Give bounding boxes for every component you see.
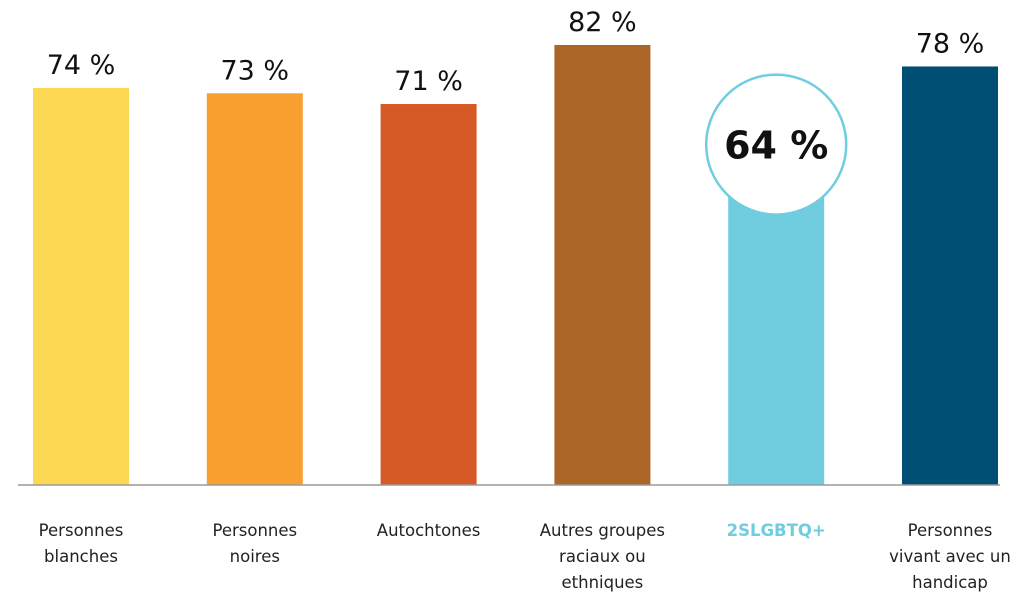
highlight-circle (704, 73, 848, 216)
category-label: Autochtones (376, 521, 481, 540)
value-label: 64 % (724, 124, 828, 168)
bar (902, 66, 998, 486)
category-label: 2SLGBTQ+ (726, 521, 826, 540)
bar (206, 93, 303, 485)
bar (554, 45, 651, 485)
category-label: Personnes noires (212, 521, 298, 566)
category-label: Personnes vivant avec un handicap (889, 521, 1011, 592)
category-label: Personnes blanches (38, 521, 124, 566)
value-label: 71 % (394, 66, 463, 97)
value-label: 74 % (47, 50, 116, 81)
bar (380, 104, 477, 486)
category-label: Autres groupes raciaux ou ethniques (539, 521, 666, 592)
value-label: 82 % (568, 7, 637, 38)
bar (33, 87, 129, 486)
value-label: 73 % (220, 55, 289, 86)
value-label: 78 % (916, 28, 985, 59)
